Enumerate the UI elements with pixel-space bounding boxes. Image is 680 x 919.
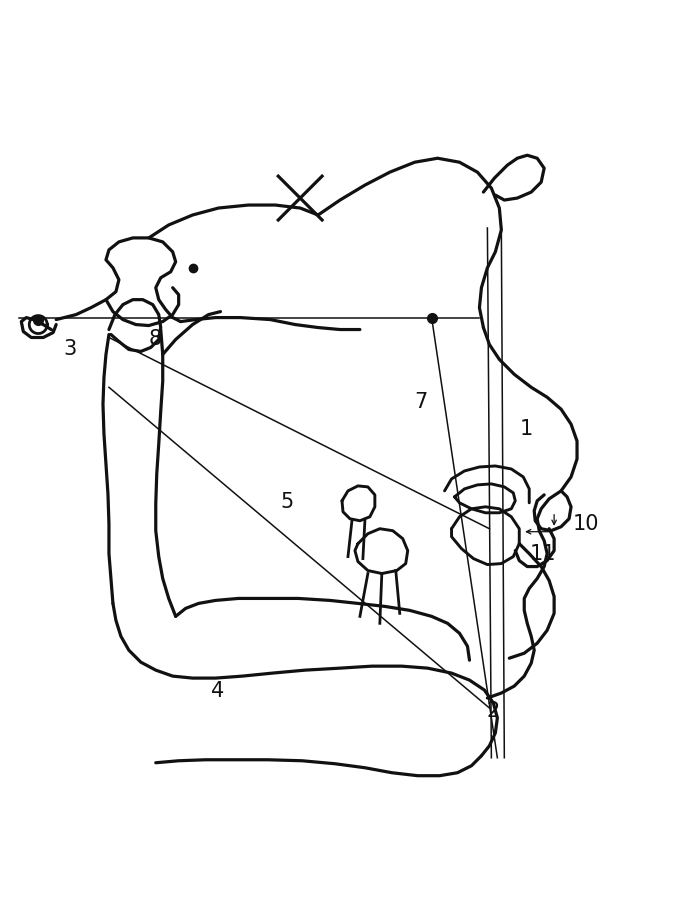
Text: 1: 1 bbox=[520, 419, 532, 438]
Text: 2: 2 bbox=[486, 700, 500, 720]
Text: 7: 7 bbox=[415, 391, 428, 412]
Text: 11: 11 bbox=[529, 543, 556, 563]
Text: 5: 5 bbox=[280, 492, 294, 511]
Text: 8: 8 bbox=[149, 329, 162, 349]
Text: 10: 10 bbox=[573, 513, 600, 533]
Text: 3: 3 bbox=[63, 339, 76, 359]
Text: 4: 4 bbox=[211, 680, 224, 700]
